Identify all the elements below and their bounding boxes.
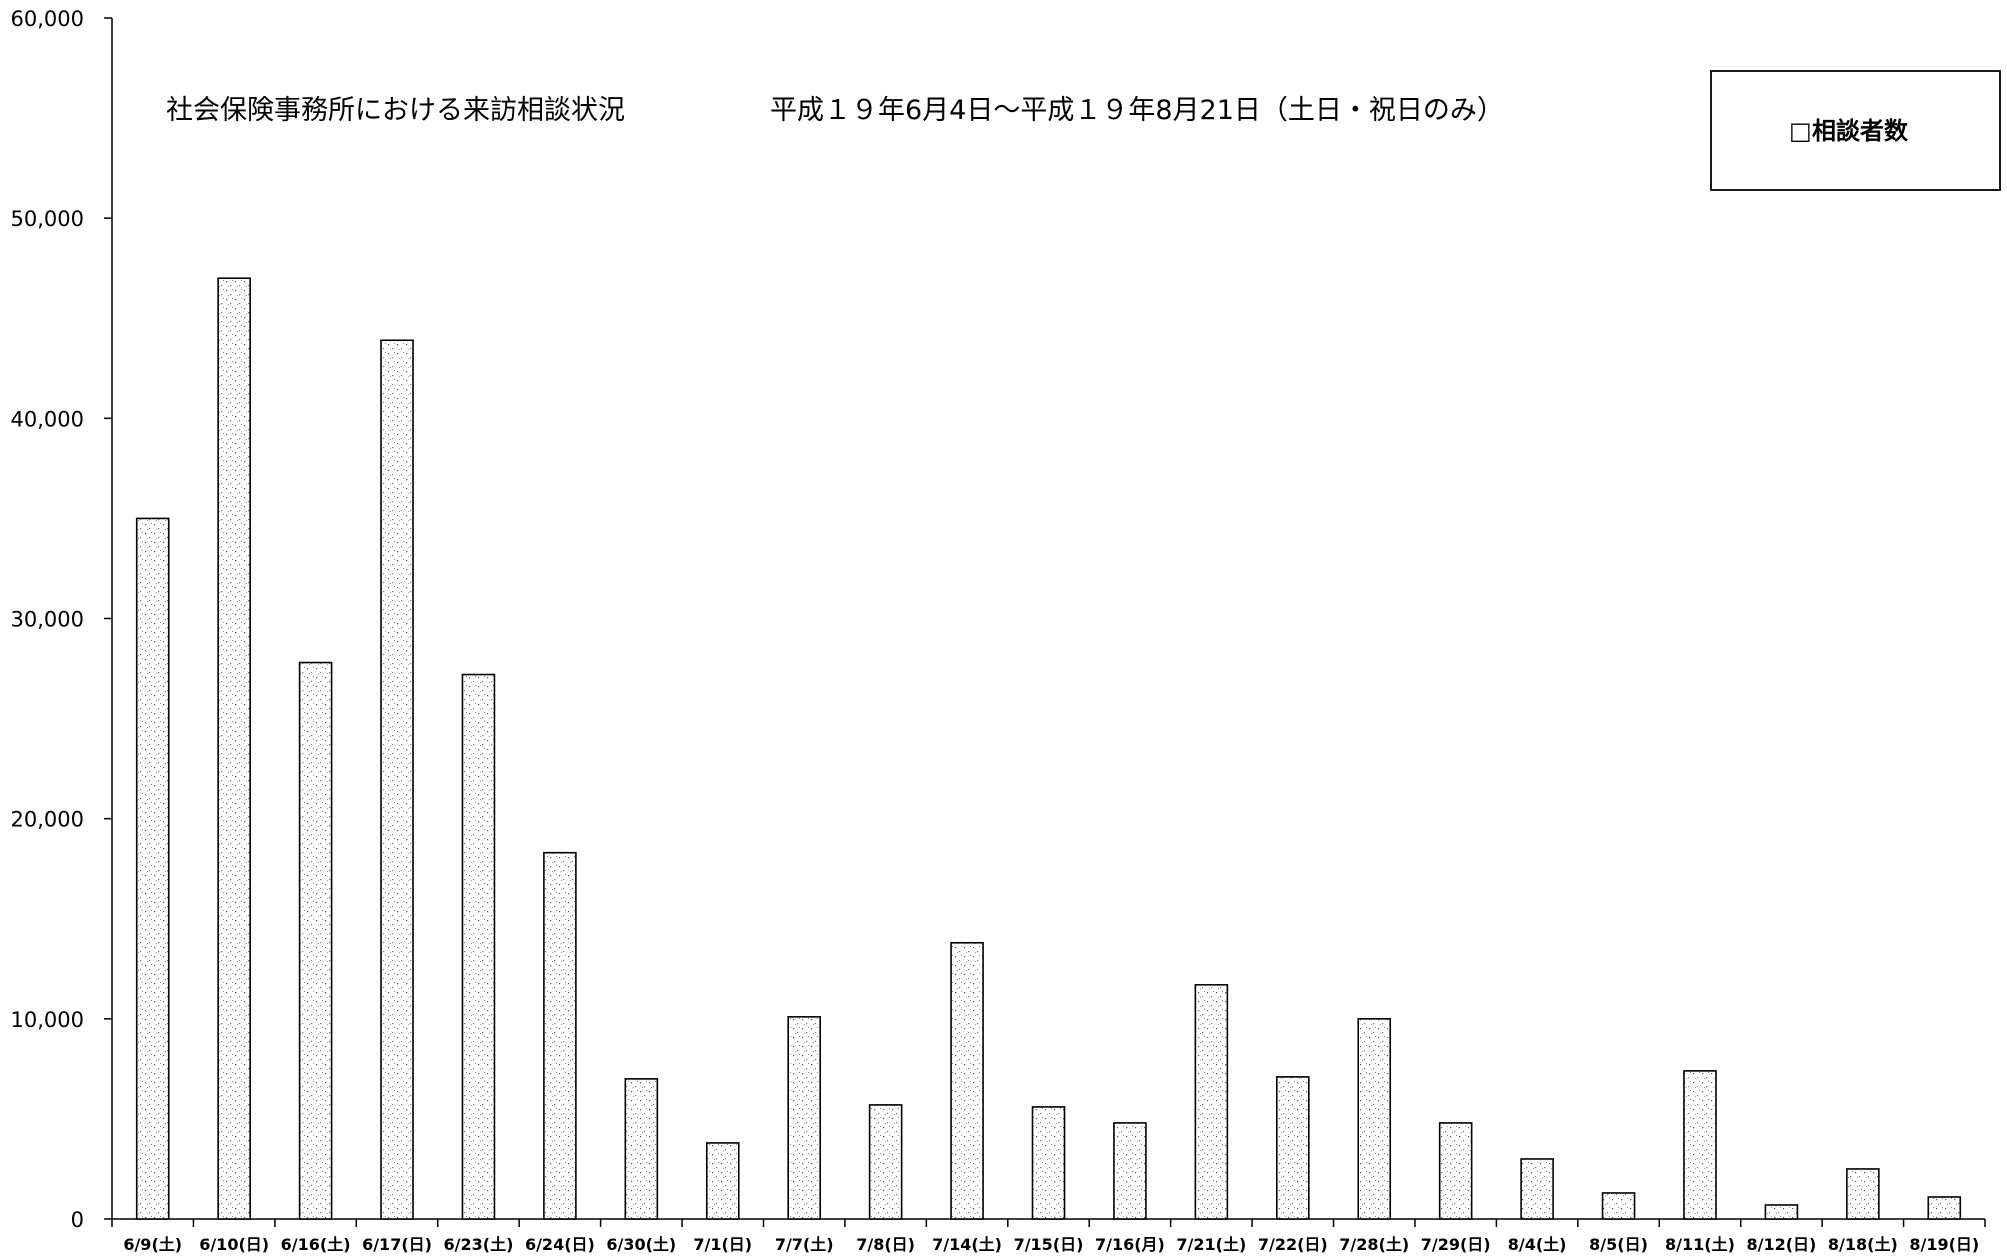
x-category-label: 6/16(土) <box>281 1235 351 1254</box>
x-category-label: 7/14(土) <box>932 1235 1002 1254</box>
y-tick-label: 30,000 <box>11 608 84 632</box>
x-category-label: 8/11(土) <box>1665 1235 1735 1254</box>
bar <box>1927 1196 1962 1220</box>
legend-marker: □ <box>1789 117 1812 145</box>
bar <box>1683 1070 1717 1220</box>
x-category-label: 6/30(土) <box>606 1235 676 1254</box>
bar <box>1031 1106 1066 1220</box>
bar <box>1846 1168 1880 1220</box>
x-category-label: 6/24(日) <box>525 1235 595 1254</box>
bar <box>624 1078 659 1220</box>
legend-box <box>1710 70 2001 191</box>
x-axis: 6/9(土) 6/10(日) 6/16(土) 6/17(日) 6/23(土) 6/24(日… <box>111 1218 1986 1254</box>
x-category-label: 8/12(日) <box>1746 1235 1816 1254</box>
x-category-label: 7/1(日) <box>693 1235 752 1254</box>
chart-subtitle: 平成１９年6月4日～平成１９年8月21日（土日・祝日のみ） <box>770 95 1504 126</box>
bar <box>950 941 984 1220</box>
x-category-label: 7/22(日) <box>1258 1235 1328 1254</box>
y-axis: 0 10,000 20,000 30,000 40,000 50,000 60,000 <box>11 7 113 1232</box>
x-category-label: 7/29(日) <box>1421 1235 1491 1254</box>
y-tick-label: 20,000 <box>11 808 84 832</box>
x-category-label: 8/4(土) <box>1508 1235 1567 1254</box>
y-tick-label: 10,000 <box>11 1008 84 1032</box>
x-category-label: 8/18(土) <box>1828 1235 1898 1254</box>
bar <box>298 661 333 1220</box>
x-category-label: 8/19(日) <box>1909 1235 1979 1254</box>
bar <box>461 673 496 1220</box>
y-tick-label: 50,000 <box>11 207 84 231</box>
bar <box>1276 1076 1310 1220</box>
legend: □ 相談者数 <box>1710 70 2001 191</box>
bar <box>1113 1122 1147 1220</box>
x-category-label: 6/9(土) <box>123 1235 182 1254</box>
y-tick-label: 0 <box>71 1208 84 1232</box>
x-category-label: 7/21(土) <box>1176 1235 1246 1254</box>
y-tick-label: 40,000 <box>11 407 84 431</box>
x-category-label: 7/28(土) <box>1339 1235 1409 1254</box>
x-category-label: 7/7(土) <box>775 1235 834 1254</box>
bar <box>868 1104 903 1220</box>
x-category-label: 6/10(日) <box>199 1235 269 1254</box>
x-category-label: 7/8(日) <box>856 1235 915 1254</box>
x-category-label: 6/17(日) <box>362 1235 432 1254</box>
bar <box>787 1016 821 1220</box>
bar <box>705 1142 740 1220</box>
bar <box>1194 984 1229 1220</box>
bar <box>1438 1122 1473 1220</box>
bar <box>217 277 251 1220</box>
x-category-label: 6/23(土) <box>444 1235 514 1254</box>
legend-label: 相談者数 <box>1812 117 1909 145</box>
bar <box>135 517 170 1220</box>
chart-title: 社会保険事務所における来訪相談状況 <box>166 95 625 126</box>
bar <box>1520 1158 1554 1220</box>
y-tick-label: 60,000 <box>11 7 84 31</box>
bars <box>135 277 1962 1220</box>
x-category-label: 7/15(日) <box>1014 1235 1084 1254</box>
x-category-label: 8/5(日) <box>1589 1235 1648 1254</box>
bar <box>380 339 414 1220</box>
bar <box>1357 1018 1392 1220</box>
bar <box>543 851 577 1220</box>
bar <box>1764 1204 1799 1220</box>
bar <box>1601 1192 1636 1220</box>
x-category-label: 7/16(月) <box>1095 1235 1165 1254</box>
